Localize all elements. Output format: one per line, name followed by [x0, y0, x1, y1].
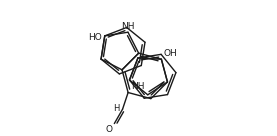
Text: NH: NH: [121, 22, 135, 31]
Text: O: O: [106, 125, 112, 134]
Text: HO: HO: [88, 33, 102, 42]
Text: H: H: [113, 104, 120, 113]
Text: NH: NH: [131, 82, 144, 91]
Text: OH: OH: [164, 49, 178, 58]
